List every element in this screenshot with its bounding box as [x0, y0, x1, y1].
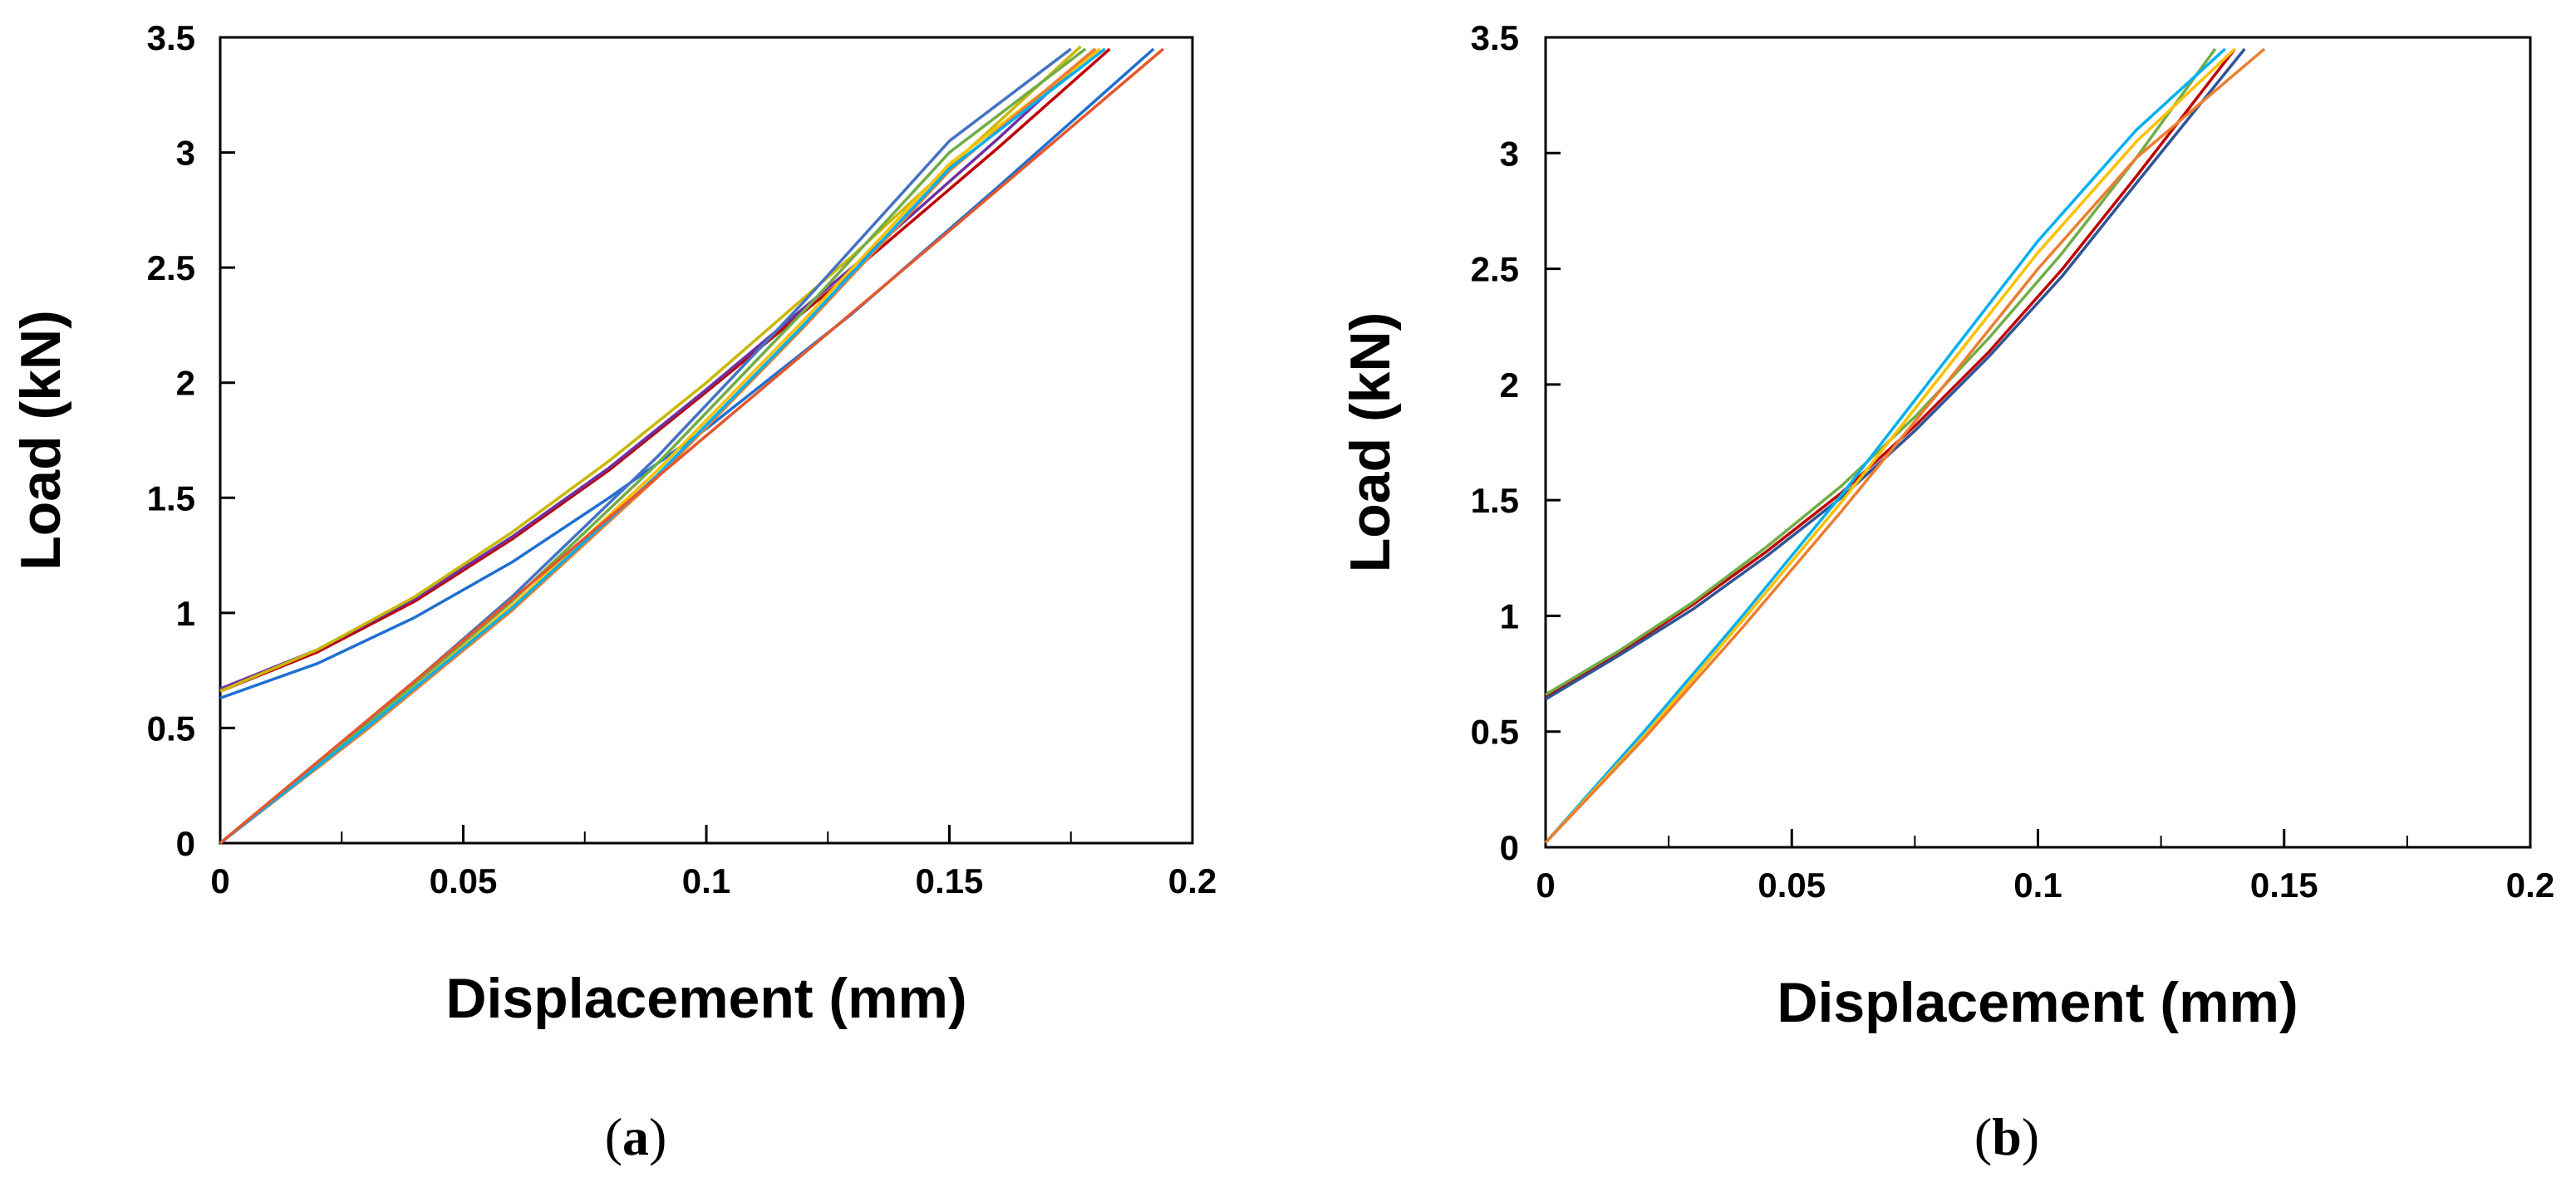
series-line-6 — [1544, 47, 2266, 844]
x-tick-label: 0.15 — [2250, 866, 2318, 905]
series-line-1 — [219, 47, 1111, 693]
x-tick-label: 0.1 — [682, 861, 730, 900]
x-tick-label: 0.2 — [2506, 866, 2554, 905]
series-line-6 — [219, 47, 1087, 845]
panel-label: (b) — [1974, 1107, 2039, 1166]
y-tick-label: 1 — [176, 594, 195, 633]
series-line-3 — [219, 45, 1082, 693]
panel-label-letter: a — [622, 1107, 649, 1166]
x-tick-label: 0.1 — [2013, 866, 2062, 905]
y-tick-label: 0 — [1500, 828, 1519, 867]
y-tick-label: 3.5 — [1471, 18, 1519, 57]
y-tick-label: 1 — [1500, 596, 1519, 635]
y-axis-title: Load (kN) — [1339, 312, 1402, 573]
x-tick-label: 0.05 — [1757, 866, 1826, 905]
y-tick-label: 2 — [1500, 365, 1519, 405]
series-line-2 — [1545, 47, 2246, 701]
y-tick-label: 0.5 — [1471, 713, 1519, 752]
x-tick-label: 0.2 — [1168, 861, 1217, 900]
y-tick-label: 0.5 — [147, 709, 195, 748]
y-tick-label: 1.5 — [1471, 481, 1519, 520]
series-line-5 — [1544, 47, 2236, 844]
x-axis-title: Displacement (mm) — [445, 967, 966, 1030]
y-tick-label: 3 — [176, 134, 195, 173]
y-tick-label: 2 — [176, 364, 195, 403]
y-tick-label: 2.5 — [147, 248, 195, 287]
y-tick-label: 2.5 — [1471, 250, 1519, 289]
series-line-7 — [219, 47, 1101, 845]
series-line-2 — [219, 47, 1097, 690]
x-tick-label: 0 — [1536, 866, 1555, 905]
chart-panel-b: 0 0.05 0.1 0.15 0.2 0 0.5 1 1.5 2 2.5 3 3.5 Displacem… — [1339, 18, 2554, 1166]
x-tick-label: 0.05 — [430, 861, 498, 900]
series-line-5 — [219, 47, 1072, 845]
y-tick-label: 3 — [1500, 134, 1519, 173]
series-line-1 — [1545, 47, 2236, 699]
panel-label: (a) — [605, 1107, 667, 1166]
series-line-4 — [219, 47, 1155, 700]
panel-label-letter: b — [1992, 1107, 2022, 1166]
y-tick-label: 3.5 — [147, 18, 195, 57]
series-line-4 — [1544, 47, 2226, 844]
x-axis-title: Displacement (mm) — [1777, 971, 2298, 1034]
y-tick-label: 1.5 — [147, 478, 195, 517]
x-tick-label: 0 — [210, 861, 229, 900]
y-tick-label: 0 — [176, 824, 195, 863]
chart-panel-a: 0 0.05 0.1 0.15 0.2 0 0.5 1 1.5 2 2.5 3 3.5 Displacem… — [9, 18, 1217, 1166]
series-line-3 — [1545, 47, 2217, 696]
y-axis-title: Load (kN) — [9, 310, 72, 571]
series-line-10 — [219, 47, 1165, 845]
x-tick-label: 0.15 — [916, 861, 984, 900]
plot-frame — [1544, 36, 2532, 849]
